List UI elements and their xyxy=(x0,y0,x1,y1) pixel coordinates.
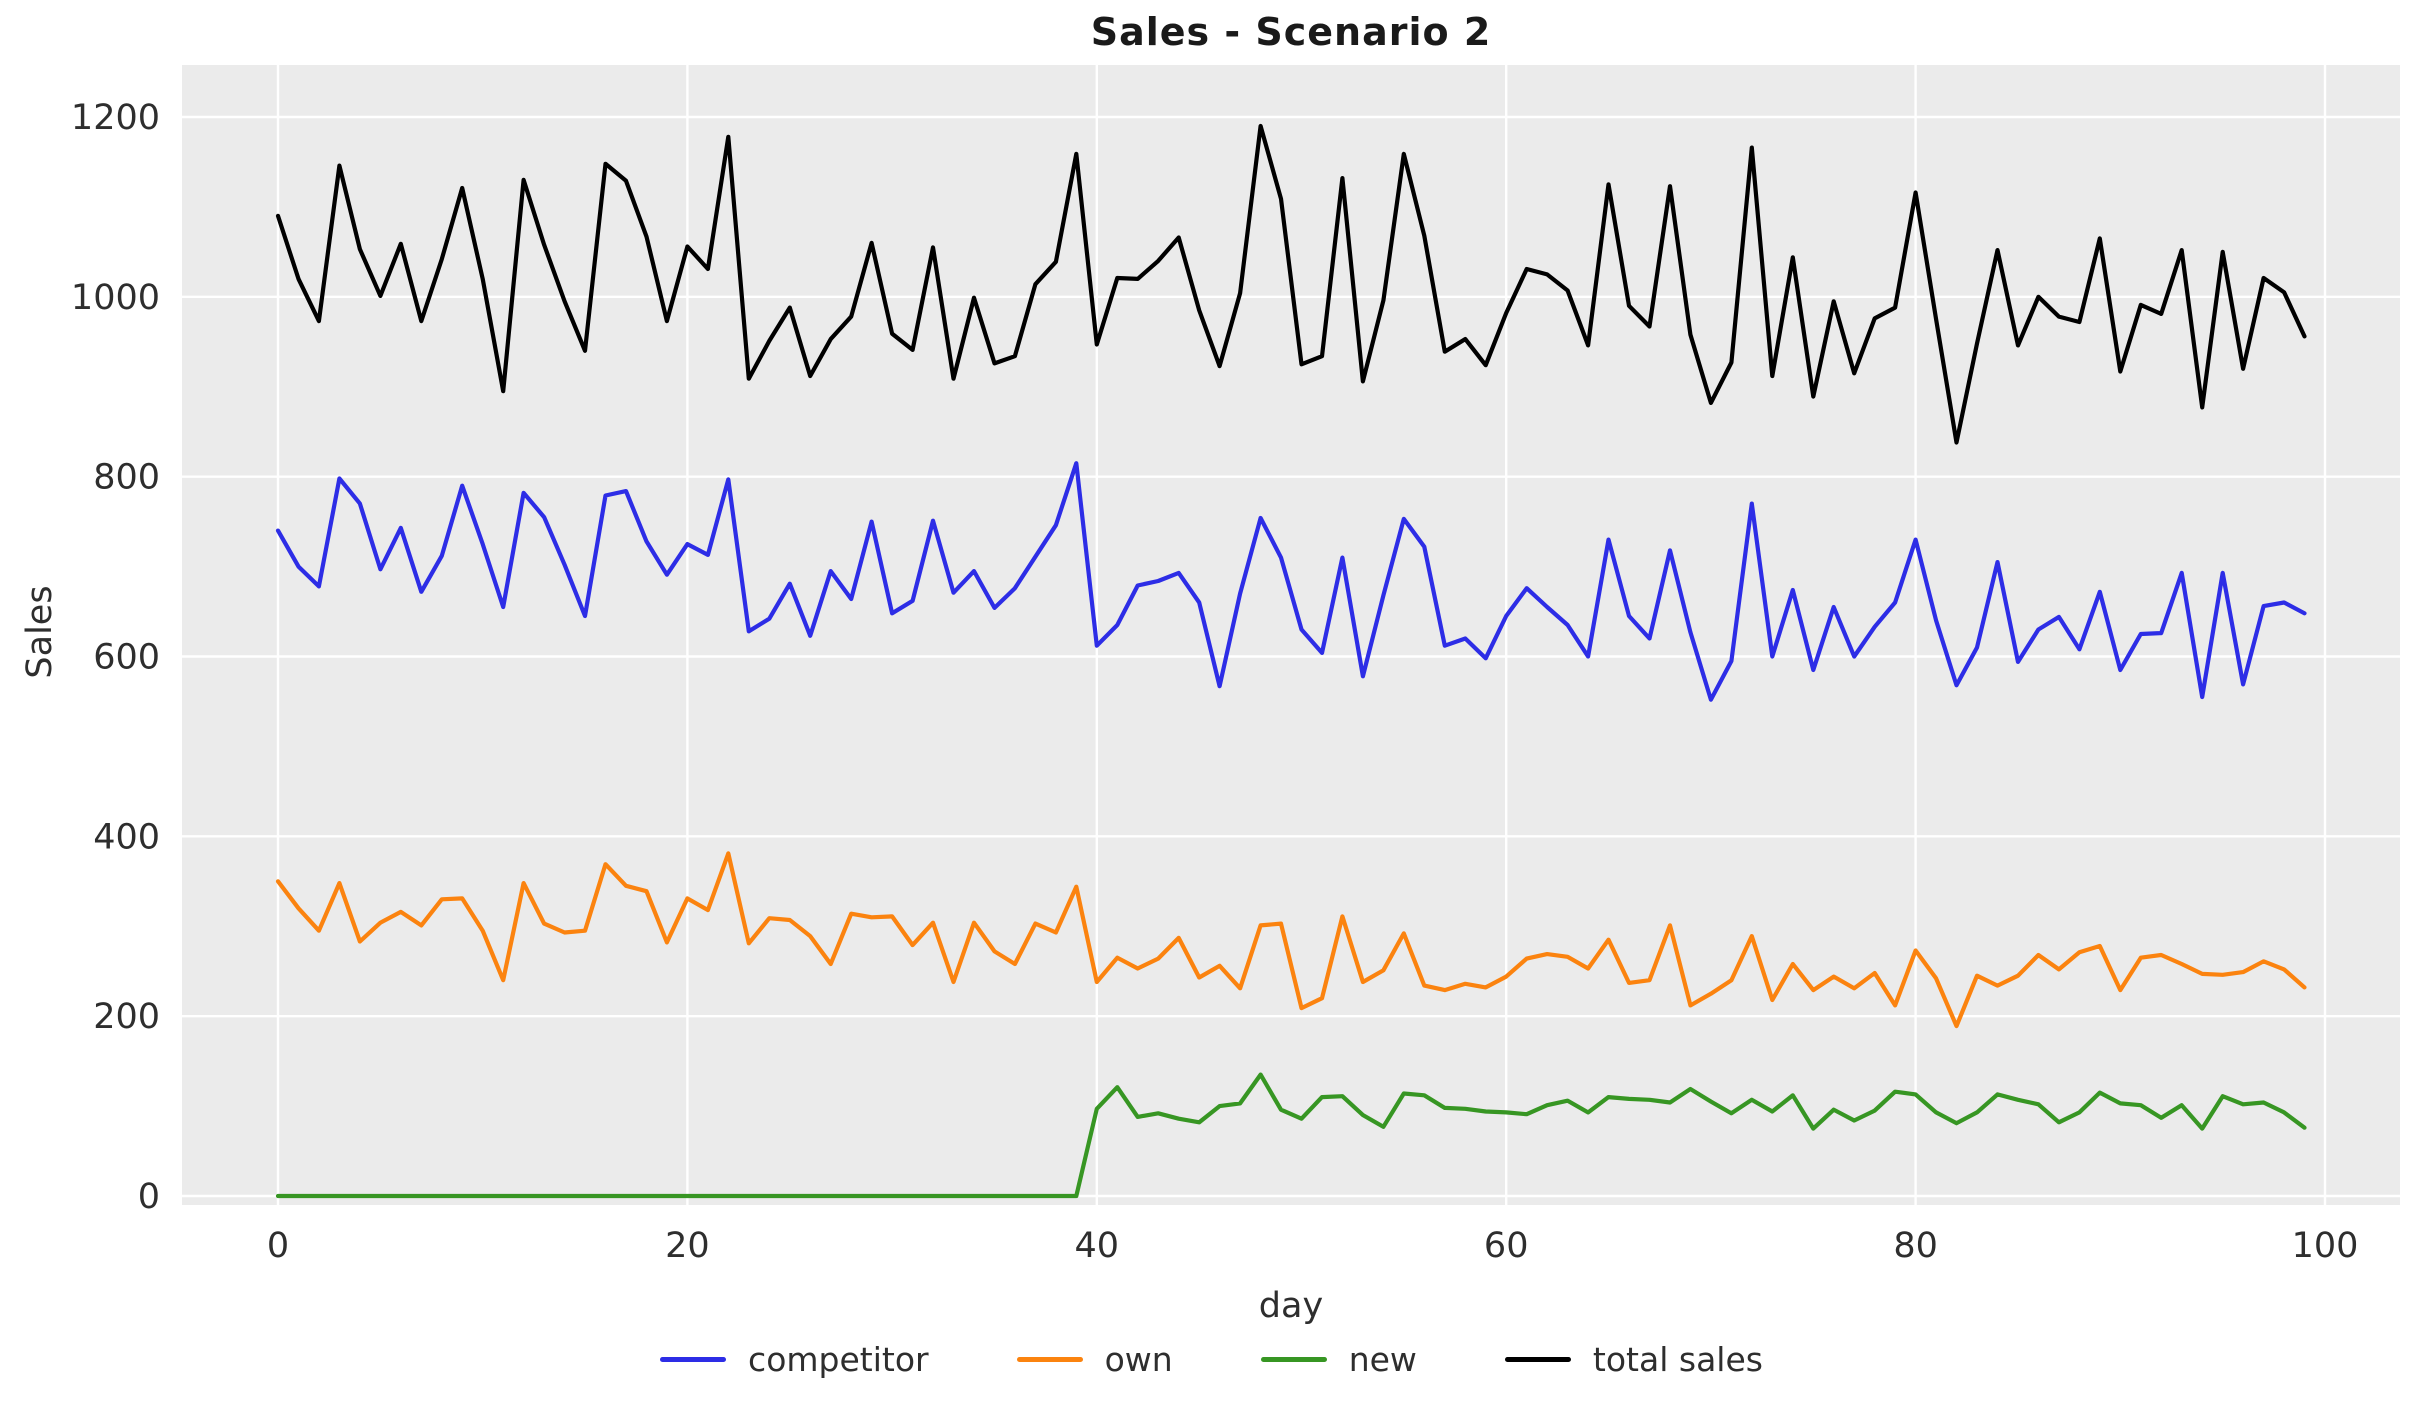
x-tick-label: 60 xyxy=(1484,1226,1529,1266)
y-tick-label: 400 xyxy=(93,817,160,857)
x-tick-label: 0 xyxy=(267,1226,289,1266)
legend-label: competitor xyxy=(748,1340,929,1379)
y-tick-label: 800 xyxy=(93,458,160,498)
x-tick-label: 80 xyxy=(1893,1226,1938,1266)
legend: competitor own new total sales xyxy=(0,1340,2423,1379)
y-axis-label: Sales xyxy=(20,585,60,679)
x-tick-label: 20 xyxy=(665,1226,710,1266)
legend-item-competitor: competitor xyxy=(660,1340,929,1379)
y-tick-label: 600 xyxy=(93,638,160,678)
y-tick-label: 1200 xyxy=(71,98,160,138)
series-line-new xyxy=(275,1072,2307,1199)
y-tick-label: 200 xyxy=(93,997,160,1037)
x-tick-label: 40 xyxy=(1075,1226,1120,1266)
x-axis-label: day xyxy=(1258,1286,1324,1326)
series-line-total-sales xyxy=(275,123,2307,445)
legend-label: new xyxy=(1348,1340,1417,1379)
series-line-own xyxy=(275,851,2307,1029)
legend-swatch-competitor xyxy=(660,1357,727,1362)
series-line-competitor xyxy=(275,461,2307,702)
legend-label: total sales xyxy=(1592,1340,1763,1379)
legend-item-total-sales: total sales xyxy=(1504,1340,1763,1379)
plot-area xyxy=(182,65,2400,1205)
y-tick-label: 1000 xyxy=(71,278,160,318)
legend-swatch-new xyxy=(1260,1357,1327,1362)
y-tick-label: 0 xyxy=(138,1177,160,1217)
chart-title: Sales - Scenario 2 xyxy=(1090,10,1492,54)
legend-label: own xyxy=(1104,1340,1173,1379)
legend-item-new: new xyxy=(1260,1340,1417,1379)
x-tick-label: 100 xyxy=(2292,1226,2359,1266)
legend-swatch-total-sales xyxy=(1504,1357,1571,1362)
legend-swatch-own xyxy=(1016,1357,1083,1362)
legend-item-own: own xyxy=(1016,1340,1173,1379)
